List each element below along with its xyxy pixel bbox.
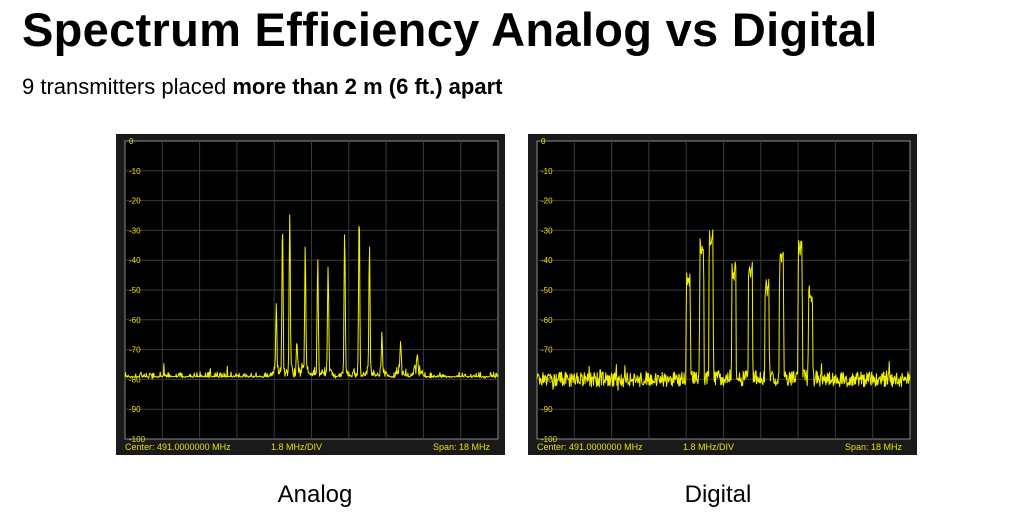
y-tick-label: -30 <box>129 226 141 235</box>
y-tick-label: -50 <box>129 286 141 295</box>
y-tick-label: 0 <box>541 137 546 146</box>
y-tick-label: -20 <box>129 197 141 206</box>
digital-spectrum-chart: 0-10-20-30-40-50-60-70-80-90-100Center: … <box>528 134 917 455</box>
y-tick-label: -30 <box>541 226 553 235</box>
y-tick-label: -40 <box>541 256 553 265</box>
y-tick-label: -10 <box>129 167 141 176</box>
span-label: Span: 18 MHz <box>433 442 491 452</box>
y-tick-label: -40 <box>129 256 141 265</box>
subtitle: 9 transmitters placed more than 2 m (6 f… <box>22 74 502 100</box>
subtitle-normal: 9 transmitters placed <box>22 74 233 99</box>
spectrum-trace <box>536 229 911 391</box>
digital-spectrum-panel: 0 -10 -20 -30 -40 -50 -60 -70 -80 -90 -100 Center: … <box>528 134 917 455</box>
y-tick-label: -70 <box>541 346 553 355</box>
digital-caption: Digital <box>684 481 752 508</box>
subtitle-bold: more than 2 m (6 ft.) apart <box>232 74 503 99</box>
center-frequency-label: Center: 491.0000000 MHz <box>125 442 231 452</box>
y-tick-label: -10 <box>541 167 553 176</box>
y-tick-label: -100 <box>541 435 558 444</box>
y-tick-label: -60 <box>541 316 553 325</box>
spectrum-trace <box>124 214 499 380</box>
y-tick-label: -100 <box>129 435 146 444</box>
page-title: Spectrum Efficiency Analog vs Digital <box>22 3 878 56</box>
div-scale-label: 1.8 MHz/DIV <box>271 442 322 452</box>
y-tick-label: -90 <box>129 405 141 414</box>
y-tick-label: -20 <box>541 197 553 206</box>
analog-spectrum-panel: 0 -10 -20 -30 -40 -50 -60 -70 -80 -90 -100 Center: … <box>116 134 505 455</box>
y-tick-label: -50 <box>541 286 553 295</box>
y-tick-label: -60 <box>129 316 141 325</box>
y-tick-label: -90 <box>541 405 553 414</box>
analog-caption: Analog <box>277 481 353 508</box>
y-tick-label: -70 <box>129 346 141 355</box>
y-tick-label: 0 <box>129 137 134 146</box>
center-frequency-label: Center: 491.0000000 MHz <box>537 442 643 452</box>
analog-spectrum-chart: 0 -10 -20 -30 -40 -50 -60 -70 -80 -90 -100Center: … <box>116 134 505 455</box>
y-tick-label: -80 <box>129 375 141 384</box>
span-label: Span: 18 MHz <box>845 442 903 452</box>
div-scale-label: 1.8 MHz/DIV <box>683 442 734 452</box>
